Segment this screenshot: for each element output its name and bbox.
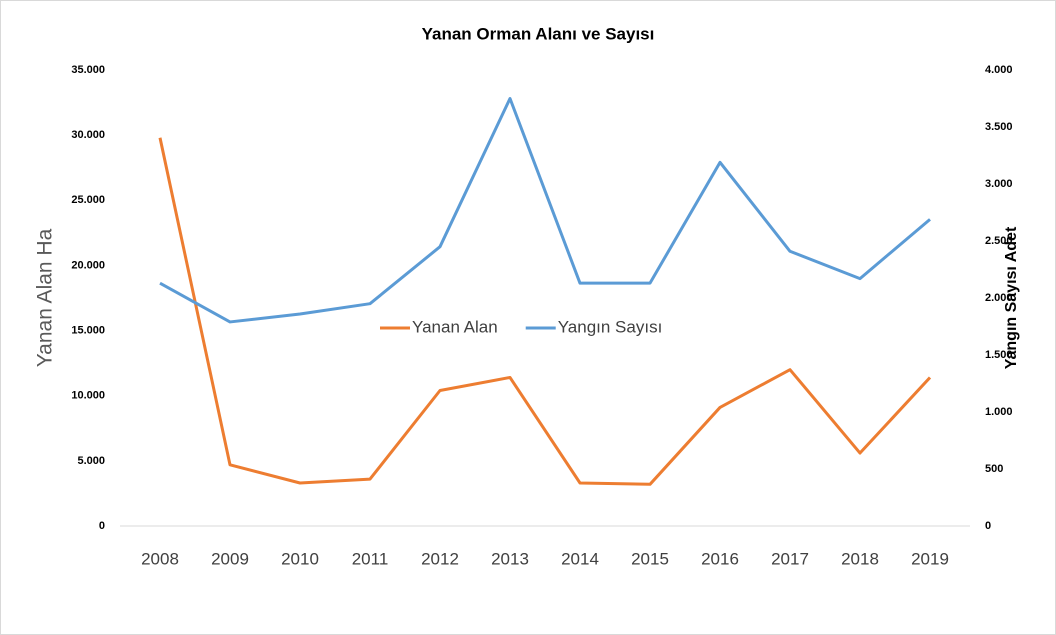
y-axis-label: Yanan Alan Ha [34, 228, 57, 367]
y2-tick-label: 1.000 [985, 406, 1013, 418]
x-tick-label: 2014 [561, 549, 599, 568]
x-tick-label: 2016 [701, 549, 739, 568]
y2-tick-label: 2.500 [985, 235, 1013, 247]
y2-tick-label: 1.500 [985, 349, 1013, 361]
x-tick-label: 2019 [911, 549, 949, 568]
y-tick-label: 10.000 [71, 390, 105, 402]
y-tick-label: 30.000 [71, 129, 105, 141]
y-tick-label: 35.000 [71, 64, 105, 76]
y2-axis-label: Yangın Sayısı Adet [1003, 226, 1020, 369]
x-tick-label: 2015 [631, 549, 669, 568]
y-tick-label: 25.000 [71, 194, 105, 206]
x-tick-label: 2011 [352, 549, 389, 568]
x-tick-label: 2013 [491, 549, 529, 568]
y2-tick-label: 4.000 [985, 64, 1013, 76]
y-tick-label: 20.000 [71, 259, 105, 271]
y2-tick-label: 3.000 [985, 178, 1013, 190]
y2-tick-label: 500 [985, 463, 1003, 475]
chart-title: Yanan Orman Alanı ve Sayısı [422, 24, 655, 43]
legend-label: Yangın Sayısı [558, 317, 663, 336]
series-line [158, 137, 932, 486]
x-tick-label: 2017 [771, 549, 809, 568]
x-tick-label: 2010 [281, 549, 319, 568]
x-tick-label: 2009 [211, 549, 249, 568]
y2-tick-label: 2.000 [985, 292, 1013, 304]
y-tick-label: 5.000 [77, 455, 105, 467]
x-tick-label: 2018 [841, 549, 879, 568]
legend-label: Yanan Alan [412, 317, 498, 336]
y2-tick-label: 0 [985, 520, 991, 532]
x-tick-label: 2008 [141, 549, 179, 568]
y-tick-label: 0 [99, 520, 105, 532]
y2-tick-label: 3.500 [985, 121, 1013, 133]
y-tick-label: 15.000 [71, 324, 105, 336]
x-tick-label: 2012 [421, 549, 459, 568]
series-line [159, 97, 931, 324]
